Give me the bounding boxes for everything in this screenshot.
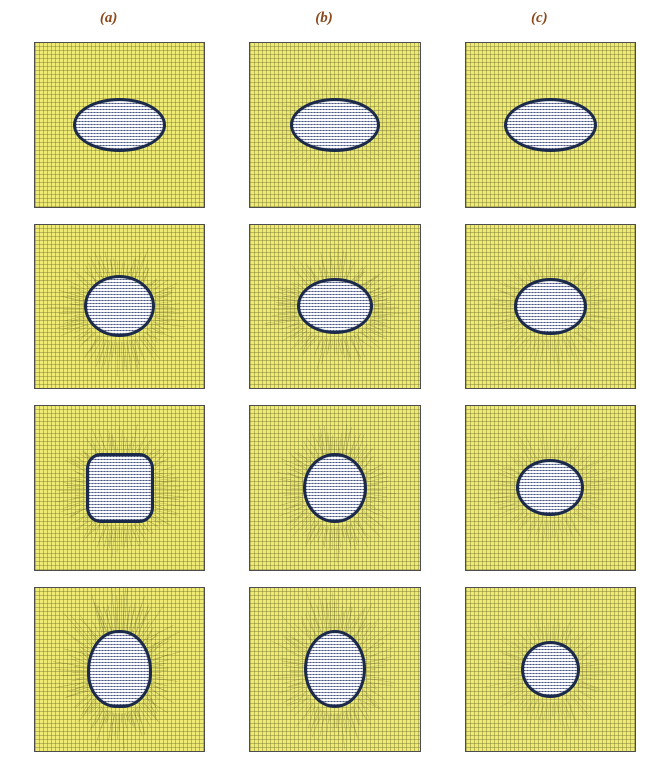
panel-row0-col1: 21.510.5000.511.52	[223, 36, 424, 218]
filled-contour-shape-row3-col2	[521, 641, 580, 698]
panel-row2-col2: 21.510.5000.511.52	[439, 399, 640, 581]
filled-contour-shape-row0-col0	[73, 98, 166, 152]
panel-row1-col2: 21.510.5000.511.52	[439, 218, 640, 400]
column-title-c: (c)	[439, 6, 640, 36]
filled-contour-shape-row0-col2	[504, 98, 597, 152]
panel-row0-col2: 21.510.5000.511.52	[439, 36, 640, 218]
plot-axes-row1-col1: 21.510.5000.511.52	[249, 224, 420, 390]
plot-axes-row0-col1: 21.510.5000.511.52	[249, 42, 420, 208]
filled-contour-shape-row0-col1	[290, 98, 380, 152]
panel-row1-col1: 21.510.5000.511.52	[223, 218, 424, 400]
panel-row3-col1: 21.510.5000.511.52	[223, 581, 424, 763]
panel-row2-col1: 21.510.5000.511.52	[223, 399, 424, 581]
panel-row3-col0: 21.510.5000.511.52	[8, 581, 209, 763]
plot-axes-row2-col2: 21.510.5000.511.52	[465, 405, 636, 571]
filled-contour-shape-row2-col0	[86, 453, 154, 523]
column-title-a: (a)	[8, 6, 209, 36]
plot-axes-row1-col0: 21.510.5000.511.52	[34, 224, 205, 390]
plot-axes-row3-col2: 21.510.5000.511.52	[465, 587, 636, 753]
plot-axes-row2-col0: 21.510.5000.511.52	[34, 405, 205, 571]
plot-axes-row0-col2: 21.510.5000.511.52	[465, 42, 636, 208]
figure-grid: (a) (b) (c) 21.510.5000.511.5221.510.500…	[8, 6, 640, 762]
plot-axes-row3-col0: 21.510.5000.511.52	[34, 587, 205, 753]
panel-row2-col0: 21.510.5000.511.52	[8, 399, 209, 581]
panel-row3-col2: 21.510.5000.511.52	[439, 581, 640, 763]
plot-axes-row3-col1: 21.510.5000.511.52	[249, 587, 420, 753]
filled-contour-shape-row1-col0	[84, 275, 155, 337]
filled-contour-shape-row1-col2	[514, 278, 587, 335]
plot-axes-row2-col1: 21.510.5000.511.52	[249, 405, 420, 571]
panel-row1-col0: 21.510.5000.511.52	[8, 218, 209, 400]
filled-contour-shape-row1-col1	[297, 278, 373, 334]
plot-axes-row0-col0: 21.510.5000.511.52	[34, 42, 205, 208]
filled-contour-shape-row2-col1	[303, 453, 367, 523]
plot-axes-row1-col2: 21.510.5000.511.52	[465, 224, 636, 390]
panel-row0-col0: 21.510.5000.511.52	[8, 36, 209, 218]
filled-contour-shape-row2-col2	[516, 459, 584, 516]
filled-contour-shape-row3-col0	[87, 630, 151, 708]
column-title-b: (b)	[223, 6, 424, 36]
